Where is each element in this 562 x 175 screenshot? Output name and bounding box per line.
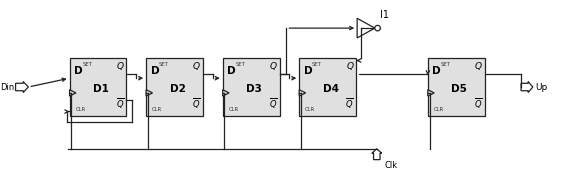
- Text: I1: I1: [380, 10, 389, 20]
- Polygon shape: [428, 90, 434, 96]
- Polygon shape: [223, 90, 229, 96]
- Text: $\overline{Q}$: $\overline{Q}$: [474, 96, 483, 111]
- Text: D1: D1: [93, 84, 109, 94]
- Text: CLR: CLR: [229, 107, 239, 112]
- Circle shape: [375, 25, 380, 31]
- Text: CLR: CLR: [305, 107, 315, 112]
- Text: CLR: CLR: [75, 107, 85, 112]
- Text: D5: D5: [451, 84, 467, 94]
- Text: Q: Q: [475, 62, 482, 71]
- Text: Q: Q: [116, 62, 124, 71]
- Text: D4: D4: [323, 84, 339, 94]
- Polygon shape: [357, 18, 375, 38]
- Text: D: D: [432, 66, 441, 76]
- Text: D: D: [151, 66, 159, 76]
- Text: CLR: CLR: [152, 107, 162, 112]
- Text: D: D: [74, 66, 83, 76]
- Text: Din: Din: [1, 82, 15, 92]
- Text: SET: SET: [312, 62, 322, 67]
- Text: $\overline{Q}$: $\overline{Q}$: [346, 96, 354, 111]
- FancyBboxPatch shape: [223, 58, 280, 116]
- Text: D3: D3: [246, 84, 262, 94]
- Text: Up: Up: [535, 82, 547, 92]
- FancyBboxPatch shape: [70, 58, 126, 116]
- Polygon shape: [521, 82, 533, 92]
- Text: SET: SET: [441, 62, 451, 67]
- Text: CLR: CLR: [434, 107, 444, 112]
- Polygon shape: [70, 90, 76, 96]
- Text: $\overline{Q}$: $\overline{Q}$: [192, 96, 201, 111]
- FancyBboxPatch shape: [299, 58, 356, 116]
- Text: D: D: [303, 66, 312, 76]
- Polygon shape: [16, 82, 28, 92]
- Text: Q: Q: [270, 62, 277, 71]
- Text: D: D: [227, 66, 235, 76]
- FancyBboxPatch shape: [146, 58, 203, 116]
- Text: SET: SET: [235, 62, 246, 67]
- Text: Clk: Clk: [384, 161, 398, 170]
- Text: $\overline{Q}$: $\overline{Q}$: [116, 96, 124, 111]
- Polygon shape: [372, 149, 382, 160]
- Text: SET: SET: [159, 62, 169, 67]
- Text: Q: Q: [346, 62, 353, 71]
- Text: SET: SET: [82, 62, 92, 67]
- FancyBboxPatch shape: [428, 58, 485, 116]
- Polygon shape: [299, 90, 306, 96]
- Text: Q: Q: [193, 62, 200, 71]
- Text: $\overline{Q}$: $\overline{Q}$: [269, 96, 278, 111]
- Polygon shape: [146, 90, 152, 96]
- Text: D2: D2: [170, 84, 185, 94]
